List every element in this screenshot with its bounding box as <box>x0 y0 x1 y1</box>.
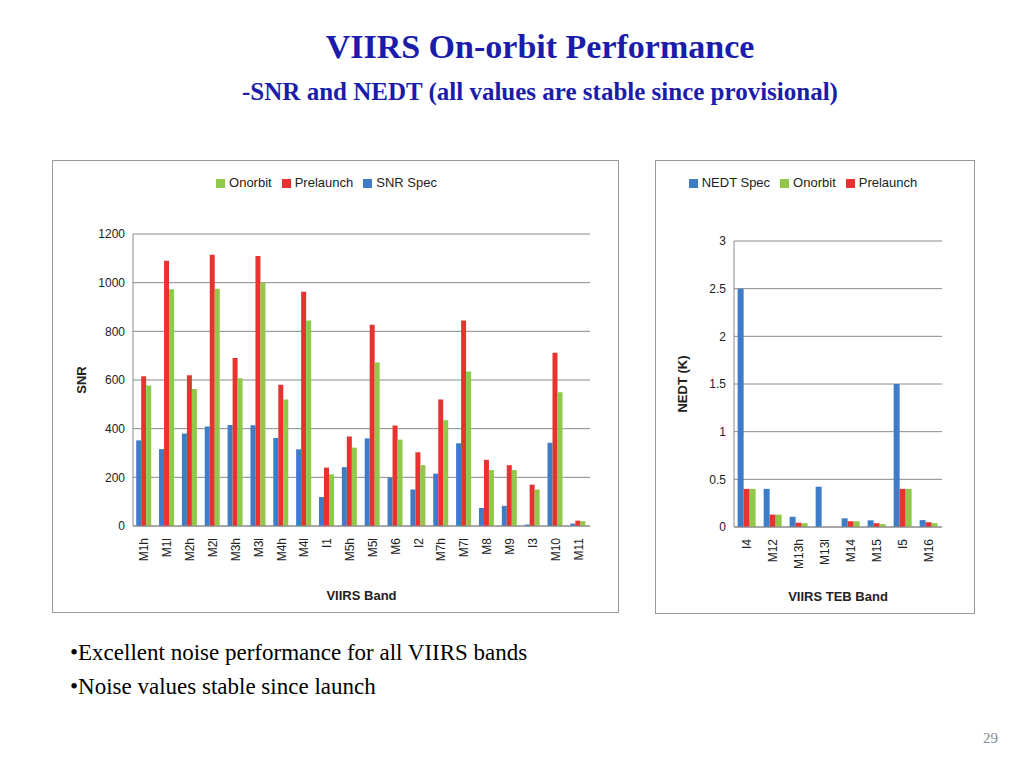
html-text:SNR Spec: SNR Spec <box>376 175 437 190</box>
html-text:-SNR and NEDT (all values are: -SNR and NEDT (all values are stable sin… <box>242 78 838 105</box>
svg-text:M7h: M7h <box>434 538 448 561</box>
svg-text:M10: M10 <box>549 538 563 562</box>
svg-text:M7l: M7l <box>457 538 471 557</box>
svg-text:I1: I1 <box>320 538 334 548</box>
svg-text:1000: 1000 <box>98 276 125 290</box>
svg-text:M15: M15 <box>870 539 884 563</box>
html-text:Prelaunch: Prelaunch <box>294 175 354 190</box>
svg-text:M4l: M4l <box>297 538 311 557</box>
html-text:29: 29 <box>983 730 998 746</box>
svg-text:I5: I5 <box>896 539 910 549</box>
svg-text:VIIRS Band: VIIRS Band <box>326 588 396 603</box>
svg-text:I4: I4 <box>740 539 754 549</box>
svg-text:0: 0 <box>719 520 726 534</box>
svg-text:M9: M9 <box>503 538 517 555</box>
svg-text:0.5: 0.5 <box>709 473 726 487</box>
svg-text:M5h: M5h <box>343 538 357 561</box>
html-text:NEDT Spec: NEDT Spec <box>701 175 771 190</box>
html-text:Prelaunch: Prelaunch <box>858 175 918 190</box>
svg-text:I2: I2 <box>412 538 426 548</box>
svg-text:M4h: M4h <box>275 538 289 561</box>
svg-text:NEDT (K): NEDT (K) <box>675 355 690 412</box>
svg-text:M13h: M13h <box>792 539 806 569</box>
svg-text:M11: M11 <box>572 538 586 561</box>
html-text:Onorbit: Onorbit <box>793 175 836 190</box>
svg-text:0: 0 <box>118 519 125 533</box>
svg-text:400: 400 <box>105 422 125 436</box>
svg-text:800: 800 <box>105 325 125 339</box>
svg-text:M2h: M2h <box>183 538 197 561</box>
svg-text:M16: M16 <box>922 539 936 563</box>
svg-text:M13l: M13l <box>818 539 832 565</box>
svg-text:M2l: M2l <box>206 538 220 557</box>
svg-text:M3h: M3h <box>229 538 243 561</box>
svg-text:SNR: SNR <box>74 366 89 394</box>
svg-text:1: 1 <box>719 425 726 439</box>
svg-text:3: 3 <box>719 234 726 248</box>
svg-text:1200: 1200 <box>98 227 125 241</box>
html-text:•Excellent noise performance f: •Excellent noise performance for all VII… <box>70 640 528 665</box>
svg-text:M5l: M5l <box>366 538 380 557</box>
svg-text:200: 200 <box>105 471 125 485</box>
svg-text:VIIRS TEB Band: VIIRS TEB Band <box>788 589 888 604</box>
svg-text:2: 2 <box>719 330 726 344</box>
svg-text:1.5: 1.5 <box>709 377 726 391</box>
svg-text:M1l: M1l <box>160 538 174 557</box>
svg-text:M3l: M3l <box>252 538 266 557</box>
svg-text:600: 600 <box>105 373 125 387</box>
svg-text:M1h: M1h <box>137 538 151 561</box>
svg-text:M6: M6 <box>389 538 403 555</box>
svg-text:M14: M14 <box>844 539 858 563</box>
svg-text:2.5: 2.5 <box>709 282 726 296</box>
svg-text:M12: M12 <box>766 539 780 563</box>
html-text:•Noise values stable since lau: •Noise values stable since launch <box>70 674 376 699</box>
svg-text:M8: M8 <box>480 538 494 555</box>
svg-text:I3: I3 <box>526 538 540 548</box>
html-text:Onorbit: Onorbit <box>229 175 272 190</box>
html-text:VIIRS On-orbit Performance: VIIRS On-orbit Performance <box>325 28 755 65</box>
